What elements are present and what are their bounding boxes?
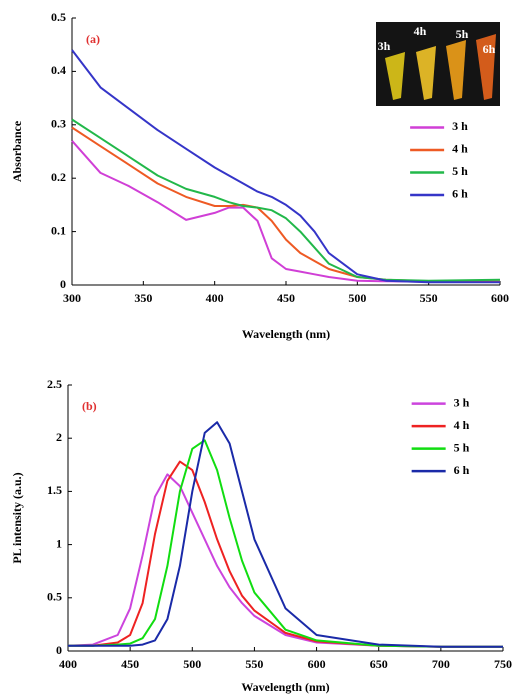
x-tick-label: 500 — [348, 291, 366, 305]
x-tick-label: 750 — [494, 657, 512, 671]
y-tick-label: 0.5 — [47, 590, 62, 604]
series-line — [71, 140, 500, 283]
series-line — [68, 439, 503, 648]
inset-label: 4h — [414, 24, 427, 38]
y-tick-label: 0 — [60, 277, 66, 291]
x-axis-title: Wavelength (nm) — [242, 327, 330, 341]
panel-label: (b) — [82, 399, 97, 413]
y-axis-title: Absorbance — [10, 120, 24, 182]
y-tick-label: 1.5 — [47, 483, 62, 497]
legend-label: 4 h — [452, 142, 468, 156]
x-tick-label: 650 — [370, 657, 388, 671]
y-axis-title: PL intensity (a.u.) — [10, 472, 24, 563]
y-tick-label: 0.3 — [51, 117, 66, 131]
legend-label: 5 h — [454, 440, 470, 454]
legend-label: 3 h — [452, 119, 468, 133]
series-line — [68, 421, 503, 648]
x-tick-label: 600 — [308, 657, 326, 671]
inset-tube — [385, 52, 405, 100]
x-tick-label: 500 — [183, 657, 201, 671]
x-tick-label: 350 — [134, 291, 152, 305]
inset-tube — [446, 40, 466, 100]
inset-tube — [476, 34, 496, 100]
x-tick-label: 600 — [491, 291, 509, 305]
inset-label: 5h — [456, 27, 469, 41]
inset-tube — [416, 46, 436, 100]
legend-label: 6 h — [454, 463, 470, 477]
legend-label: 3 h — [454, 395, 470, 409]
x-tick-label: 550 — [420, 291, 438, 305]
inset-photo: 3h 4h 5h 6h — [376, 22, 500, 106]
y-tick-label: 0.4 — [51, 63, 66, 77]
x-tick-label: 300 — [63, 291, 81, 305]
y-tick-label: 0.1 — [51, 223, 66, 237]
y-tick-label: 1 — [56, 536, 62, 550]
x-tick-label: 400 — [59, 657, 77, 671]
x-axis-title: Wavelength (nm) — [241, 680, 329, 694]
x-tick-label: 700 — [432, 657, 450, 671]
inset-label: 3h — [378, 39, 391, 53]
legend-label: 4 h — [454, 418, 470, 432]
y-tick-label: 0.2 — [51, 170, 66, 184]
x-tick-label: 450 — [277, 291, 295, 305]
y-tick-label: 0 — [56, 643, 62, 657]
panel-label: (a) — [86, 32, 100, 46]
legend-label: 6 h — [452, 187, 468, 201]
y-tick-label: 0.5 — [51, 10, 66, 24]
y-tick-label: 2.5 — [47, 377, 62, 391]
series-line — [68, 460, 503, 648]
y-tick-label: 2 — [56, 430, 62, 444]
x-tick-label: 400 — [206, 291, 224, 305]
series-line — [71, 49, 500, 284]
series-line — [71, 118, 501, 282]
legend-label: 5 h — [452, 164, 468, 178]
series-line — [67, 473, 503, 648]
inset-label: 6h — [483, 42, 496, 56]
x-tick-label: 450 — [121, 657, 139, 671]
x-tick-label: 550 — [245, 657, 263, 671]
